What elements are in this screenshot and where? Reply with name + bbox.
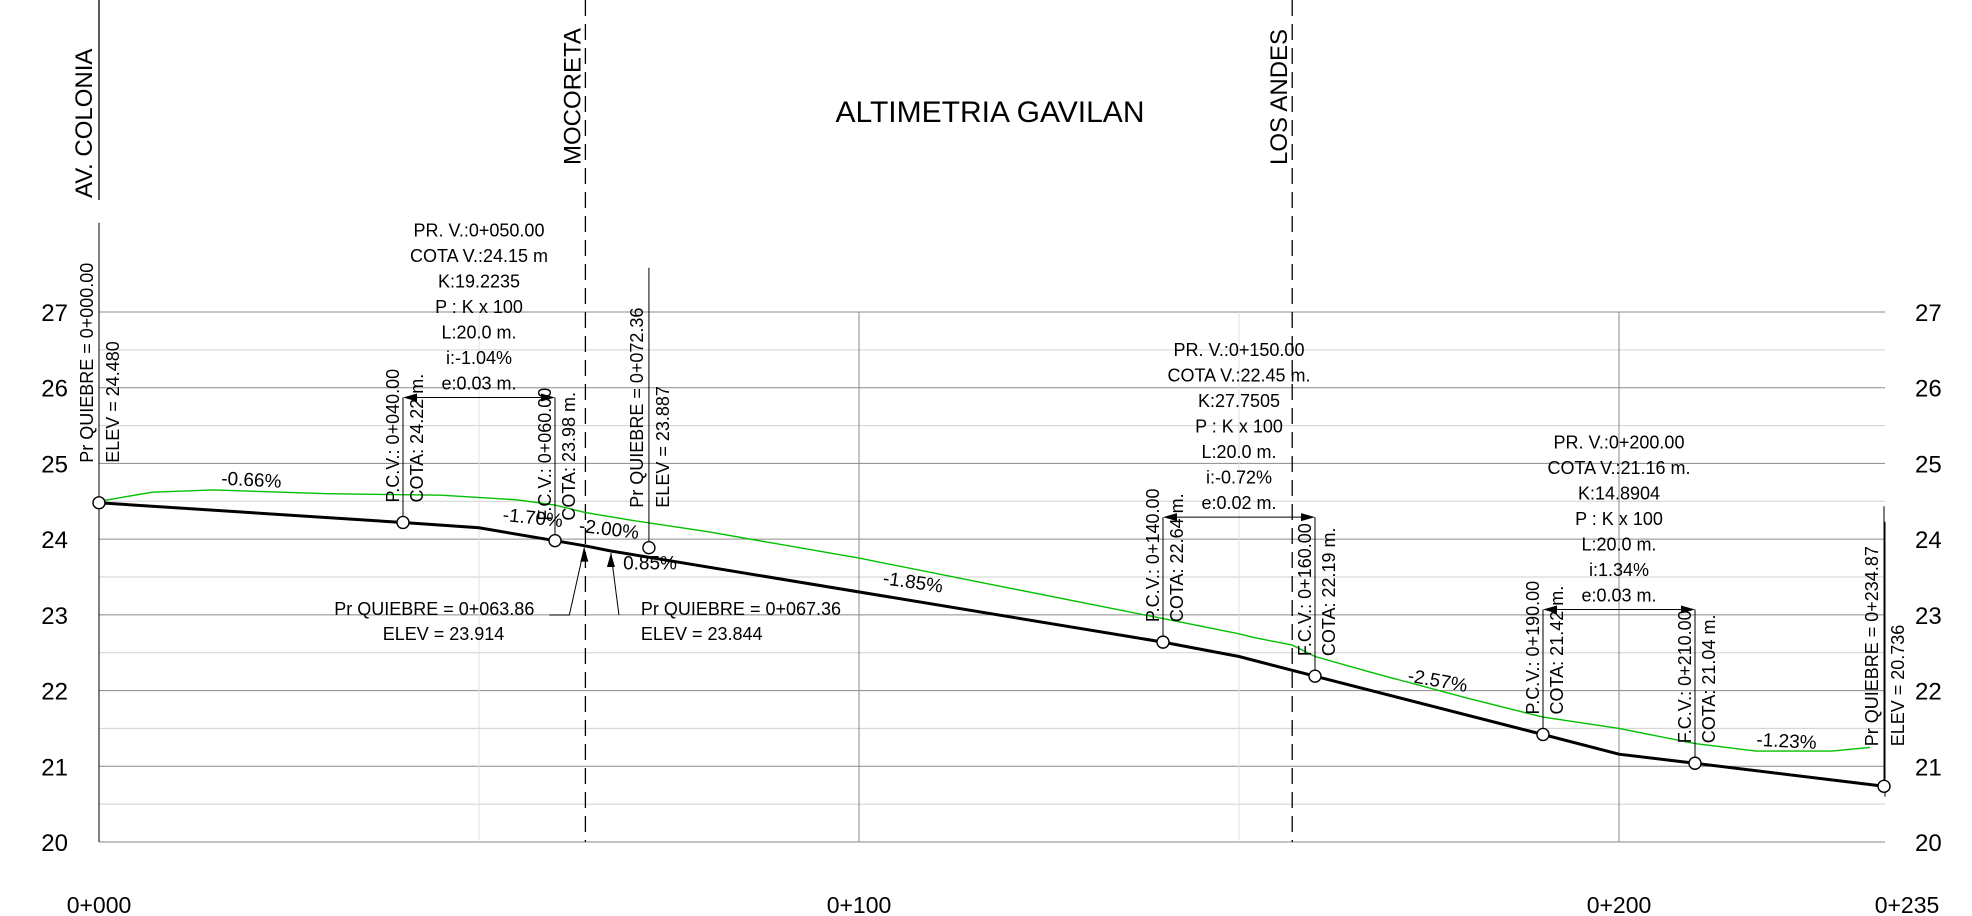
- curve-station-label: F.C.V.: 0+060.00: [535, 388, 555, 521]
- curve-station-label: P.C.V.: 0+140.00: [1143, 488, 1163, 622]
- dimension-arrow: [403, 393, 417, 402]
- axes: 20 20 21 21 22 22 23 23 24 24 25 25 26 26 27 27 0+000 0+1…: [41, 252, 1942, 916]
- y-tick-label-left: 26: [41, 376, 68, 403]
- dimension-arrow: [1301, 513, 1315, 522]
- street-name: MOCORETA: [559, 28, 586, 165]
- x-tick-label: 0+200: [1587, 892, 1652, 916]
- breakpoint-circle: [1877, 779, 1891, 793]
- curve-info-line: COTA V.:22.45 m.: [1167, 366, 1310, 386]
- y-tick-label-right: 21: [1915, 754, 1942, 781]
- curve-info-line: K:14.8904: [1578, 483, 1660, 503]
- grade-label: 0.85%: [623, 553, 677, 574]
- breakpoint-circle: [1688, 756, 1702, 770]
- breakpoints: Pr QUIEBRE = 0+000.00 ELEV = 24.480 Pr QUI…: [77, 222, 1908, 793]
- street-name: AV. COLONIA: [71, 49, 98, 198]
- grade-label: -2.57%: [1406, 666, 1469, 697]
- x-tick-label: 0+000: [67, 892, 132, 916]
- breakpoint-station-label: Pr QUIEBRE = 0+234.87: [1862, 546, 1882, 746]
- curve-info-line: PR. V.:0+050.00: [414, 220, 545, 240]
- curve-info-line: P : K x 100: [1575, 509, 1663, 529]
- leader-arrow: [606, 552, 615, 567]
- y-tick-label-left: 20: [41, 830, 68, 857]
- curve-info-line: e:0.03 m.: [1581, 585, 1656, 605]
- curve-station-label: F.C.V.: 0+160.00: [1295, 523, 1315, 656]
- curve-elevation-label: COTA: 24.22 m.: [407, 374, 427, 503]
- breakpoint-elevation-label: ELEV = 23.887: [653, 386, 673, 508]
- curve-info-line: K:19.2235: [438, 271, 520, 291]
- x-tick-label: 0+100: [827, 892, 892, 916]
- dimension-arrow: [1163, 513, 1177, 522]
- leader-line: [549, 547, 585, 616]
- curve-info-line: P : K x 100: [1195, 417, 1283, 437]
- curve-info-line: e:0.02 m.: [1201, 493, 1276, 513]
- curve-info-line: COTA V.:21.16 m.: [1547, 458, 1690, 478]
- leader-station-label: Pr QUIEBRE = 0+067.36: [641, 599, 841, 619]
- curve-info-line: PR. V.:0+150.00: [1174, 340, 1305, 360]
- leader-station-label: Pr QUIEBRE = 0+063.86: [334, 599, 534, 619]
- dimension-arrow: [1681, 605, 1695, 614]
- y-tick-label-left: 27: [41, 300, 68, 327]
- leader-elevation-label: ELEV = 23.844: [641, 624, 763, 644]
- breakpoint-station-label: Pr QUIEBRE = 0+000.00: [77, 263, 97, 463]
- y-tick-label-right: 20: [1915, 830, 1942, 857]
- curve-info-line: P : K x 100: [435, 297, 523, 317]
- y-tick-label-right: 27: [1915, 300, 1942, 327]
- y-tick-label-right: 23: [1915, 603, 1942, 630]
- street-name: LOS ANDES: [1266, 29, 1293, 165]
- y-tick-label-right: 26: [1915, 376, 1942, 403]
- x-tick-label: 0+235: [1875, 892, 1940, 916]
- breakpoint-elevation-label: ELEV = 24.480: [103, 341, 123, 463]
- curve-info-line: PR. V.:0+200.00: [1554, 432, 1685, 452]
- street-markers: AV. COLONIA MOCORETA LOS ANDES: [71, 0, 1293, 842]
- drawing-title: ALTIMETRIA GAVILAN: [836, 96, 1145, 129]
- y-tick-label-right: 22: [1915, 679, 1942, 706]
- leader-elevation-label: ELEV = 23.914: [383, 624, 505, 644]
- curve-elevation-label: COTA: 21.04 m.: [1699, 615, 1719, 744]
- y-tick-label-left: 25: [41, 451, 68, 478]
- curve-station-label: P.C.V.: 0+190.00: [1523, 581, 1543, 715]
- grid: [99, 311, 1885, 843]
- breakpoint-station-label: Pr QUIEBRE = 0+072.36: [627, 308, 647, 508]
- breakpoint-elevation-label: ELEV = 20.736: [1888, 625, 1908, 747]
- curve-info-line: L:20.0 m.: [1581, 534, 1656, 554]
- vertical-curves: P.C.V.: 0+040.00 COTA: 24.22 m. F.C.V.: 0+…: [383, 220, 1719, 764]
- dimension-arrow: [541, 393, 555, 402]
- breakpoint-circle: [642, 540, 656, 555]
- curve-info-line: i:-0.72%: [1206, 468, 1272, 488]
- curve-info-line: COTA V.:24.15 m: [410, 246, 548, 266]
- curve-info-line: K:27.7505: [1198, 391, 1280, 411]
- curve-info-line: i:-1.04%: [446, 348, 512, 368]
- y-tick-label-right: 25: [1915, 451, 1942, 478]
- grade-label: -0.66%: [221, 469, 282, 493]
- curve-elevation-label: COTA: 23.98 m.: [559, 392, 579, 521]
- curve-station-label: P.C.V.: 0+040.00: [383, 369, 403, 503]
- y-tick-label-left: 22: [41, 679, 68, 706]
- curve-elevation-label: COTA: 22.19 m.: [1319, 527, 1339, 656]
- y-tick-label-left: 23: [41, 603, 68, 630]
- curve-info-line: L:20.0 m.: [1201, 442, 1276, 462]
- existing-ground-line: [98, 489, 1870, 752]
- curve-info-line: L:20.0 m.: [441, 322, 516, 342]
- breakpoint-circle: [396, 515, 410, 530]
- curve-info-line: e:0.03 m.: [441, 373, 516, 393]
- y-tick-label-left: 24: [41, 527, 68, 554]
- breakpoint-circle: [92, 496, 106, 510]
- leader-arrow: [580, 547, 589, 562]
- curve-station-label: F.C.V.: 0+210.00: [1675, 610, 1695, 743]
- curve-elevation-label: COTA: 21.42 m.: [1547, 586, 1567, 715]
- y-tick-label-left: 21: [41, 754, 68, 781]
- breakpoint-circle: [1308, 669, 1322, 683]
- breakpoint-circle: [1156, 635, 1170, 649]
- y-tick-label-right: 24: [1915, 527, 1942, 554]
- breakpoint-circle: [1536, 727, 1550, 742]
- breakpoint-circle: [548, 533, 562, 548]
- curve-info-line: i:1.34%: [1589, 560, 1649, 580]
- dimension-arrow: [1543, 605, 1557, 614]
- curve-elevation-label: COTA: 22.64 m.: [1167, 493, 1187, 622]
- grade-label: -1.23%: [1756, 730, 1817, 754]
